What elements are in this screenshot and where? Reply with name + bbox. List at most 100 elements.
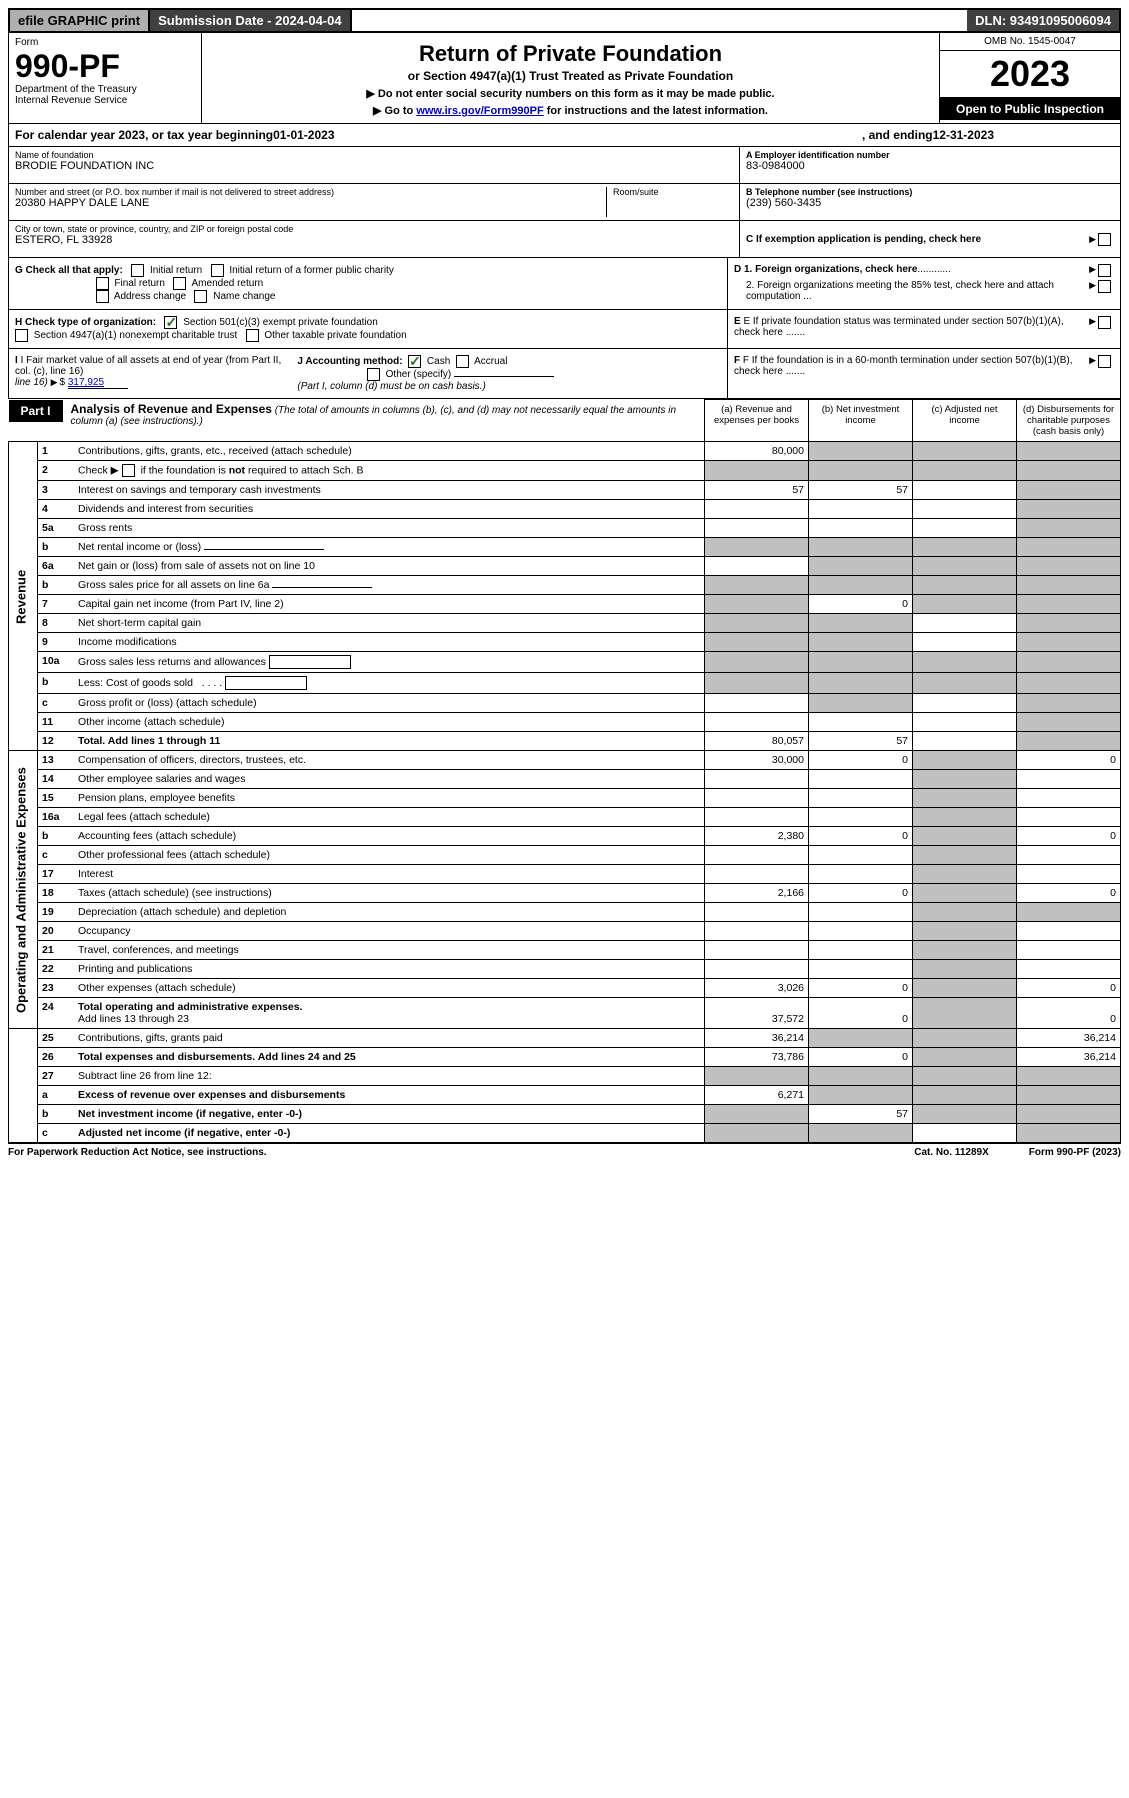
irs-label: Internal Revenue Service: [15, 95, 195, 106]
h-other-taxable-cb[interactable]: [246, 329, 259, 342]
line-desc: Net short-term capital gain: [74, 614, 705, 633]
arrow-icon: [1089, 280, 1098, 302]
phone-value: (239) 560-3435: [746, 197, 1114, 209]
col-c-header: (c) Adjusted net income: [913, 400, 1017, 442]
goto-prefix: ▶ Go to: [373, 105, 416, 117]
line-num: 25: [38, 1029, 75, 1048]
line-num: 22: [38, 960, 75, 979]
cell-value: 0: [809, 827, 913, 846]
g-name-change-cb[interactable]: [194, 290, 207, 303]
part1-table: Part I Analysis of Revenue and Expenses …: [8, 399, 1121, 1143]
h-label: H Check type of organization:: [15, 317, 156, 328]
e-checkbox[interactable]: [1098, 316, 1111, 329]
form990pf-link[interactable]: www.irs.gov/Form990PF: [416, 105, 543, 117]
g-address-change-cb[interactable]: [96, 290, 109, 303]
line-num: 7: [38, 595, 75, 614]
line-desc: Total expenses and disbursements. Add li…: [74, 1048, 705, 1067]
line-desc: Total operating and administrative expen…: [74, 998, 705, 1029]
h-4947-cb[interactable]: [15, 329, 28, 342]
ein-row: A Employer identification number 83-0984…: [740, 147, 1120, 184]
line-desc: Less: Cost of goods sold . . . .: [74, 673, 705, 694]
col-d-header: (d) Disbursements for charitable purpose…: [1017, 400, 1121, 442]
cell-value: 73,786: [705, 1048, 809, 1067]
j-cash-cb[interactable]: [408, 355, 421, 368]
line-num: 3: [38, 481, 75, 500]
city-state-zip: ESTERO, FL 33928: [15, 234, 733, 246]
g-initial-return-cb[interactable]: [131, 264, 144, 277]
cell-value: 0: [1017, 751, 1121, 770]
line-desc: Other employee salaries and wages: [74, 770, 705, 789]
line-desc: Net investment income (if negative, ente…: [74, 1105, 705, 1124]
cell-value: 6,271: [705, 1086, 809, 1105]
j-accrual-cb[interactable]: [456, 355, 469, 368]
foundation-name: BRODIE FOUNDATION INC: [15, 160, 733, 172]
arrow-icon: [1089, 234, 1098, 245]
cell-value: 0: [809, 979, 913, 998]
line-num: c: [38, 694, 75, 713]
g-address-change: Address change: [114, 291, 186, 302]
line-num: 1: [38, 442, 75, 461]
line-desc: Contributions, gifts, grants, etc., rece…: [74, 442, 705, 461]
c-checkbox[interactable]: [1098, 233, 1111, 246]
d2-checkbox[interactable]: [1098, 280, 1111, 293]
revenue-side-label: Revenue: [9, 442, 38, 751]
line-num: 5a: [38, 519, 75, 538]
g-initial-former-cb[interactable]: [211, 264, 224, 277]
line-num: 26: [38, 1048, 75, 1067]
cal-prefix: For calendar year 2023, or tax year begi…: [15, 128, 273, 142]
g-final-return: Final return: [114, 278, 165, 289]
cell-value: 36,214: [1017, 1029, 1121, 1048]
j-cash: Cash: [427, 356, 450, 367]
line-desc: Printing and publications: [74, 960, 705, 979]
line-num: b: [38, 827, 75, 846]
page-footer: For Paperwork Reduction Act Notice, see …: [8, 1143, 1121, 1161]
line-num: 23: [38, 979, 75, 998]
j-other-input[interactable]: [454, 376, 554, 377]
line-num: b: [38, 538, 75, 557]
line-desc: Interest on savings and temporary cash i…: [74, 481, 705, 500]
line-desc: Check ▶ if the foundation is not require…: [74, 461, 705, 481]
col-b-header: (b) Net investment income: [809, 400, 913, 442]
line-desc: Pension plans, employee benefits: [74, 789, 705, 808]
line-num: 13: [38, 751, 75, 770]
line-desc: Accounting fees (attach schedule): [74, 827, 705, 846]
name-label: Name of foundation: [15, 150, 733, 160]
efile-print-label[interactable]: efile GRAPHIC print: [10, 10, 150, 31]
open-to-public: Open to Public Inspection: [940, 98, 1120, 120]
addr-label: Number and street (or P.O. box number if…: [15, 187, 606, 197]
address-row: Number and street (or P.O. box number if…: [9, 184, 739, 221]
line-desc: Gross profit or (loss) (attach schedule): [74, 694, 705, 713]
cell-value: 0: [1017, 998, 1121, 1029]
g-initial-former: Initial return of a former public charit…: [229, 265, 394, 276]
cell-value: 37,572: [705, 998, 809, 1029]
c-label: C If exemption application is pending, c…: [746, 234, 1089, 245]
room-label: Room/suite: [613, 187, 733, 197]
line-desc: Compensation of officers, directors, tru…: [74, 751, 705, 770]
j-label: J Accounting method:: [297, 356, 402, 367]
line-desc: Other income (attach schedule): [74, 713, 705, 732]
h-501c3-cb[interactable]: [164, 316, 177, 329]
line-desc: Income modifications: [74, 633, 705, 652]
g-amended: Amended return: [192, 278, 264, 289]
line-num: b: [38, 1105, 75, 1124]
schb-checkbox[interactable]: [122, 464, 135, 477]
cell-value: 0: [1017, 827, 1121, 846]
d1-checkbox[interactable]: [1098, 264, 1111, 277]
cell-value: 57: [705, 481, 809, 500]
dept-treasury: Department of the Treasury: [15, 84, 195, 95]
line-desc: Legal fees (attach schedule): [74, 808, 705, 827]
j-other-cb[interactable]: [367, 368, 380, 381]
g-amended-cb[interactable]: [173, 277, 186, 290]
line-desc: Travel, conferences, and meetings: [74, 941, 705, 960]
footer-catno: Cat. No. 11289X: [914, 1147, 988, 1158]
e-section: E E If private foundation status was ter…: [727, 310, 1120, 348]
omb-number: OMB No. 1545-0047: [940, 33, 1120, 51]
fmv-value[interactable]: 317,925: [68, 377, 128, 389]
g-final-return-cb[interactable]: [96, 277, 109, 290]
cell-value: 80,057: [705, 732, 809, 751]
line-desc: Gross rents: [74, 519, 705, 538]
foundation-name-row: Name of foundation BRODIE FOUNDATION INC: [9, 147, 739, 184]
line-num: 10a: [38, 652, 75, 673]
f-checkbox[interactable]: [1098, 355, 1111, 368]
j-note: (Part I, column (d) must be on cash basi…: [297, 381, 485, 392]
